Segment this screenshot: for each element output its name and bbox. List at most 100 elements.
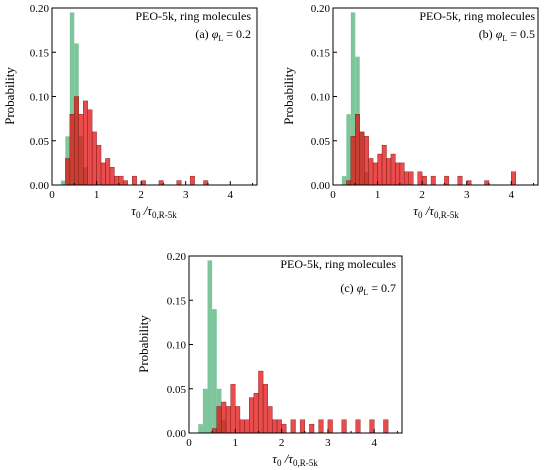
x-tick-label-c-0: 0	[186, 437, 192, 449]
histogram-bar-a-s0-0	[60, 180, 66, 185]
histogram-bar-b-s1-6	[372, 162, 378, 186]
histogram-bar-c-s1-4	[230, 384, 236, 434]
annotation-value-c: = 0.7	[368, 281, 396, 295]
y-tick-label-c-1: 0.05	[167, 384, 187, 396]
histogram-bar-c-s1-18	[309, 423, 315, 434]
x-axis-label-sep-c: /τ	[281, 451, 294, 466]
histogram-bar-c-s1-12	[267, 406, 273, 434]
x-tick-label-a-2: 2	[138, 189, 144, 201]
y-tick-label-c-0: 0.00	[167, 428, 187, 440]
histogram-bar-c-s1-8	[248, 397, 255, 434]
x-axis-label-main-a: τ	[131, 203, 137, 218]
histogram-bar-b-s1-1	[350, 136, 356, 186]
y-tick-label-b-0: 0.00	[311, 180, 331, 192]
annotation-symbol-c: φ	[357, 281, 364, 295]
x-axis-label-sep-a: /τ	[140, 203, 153, 218]
histogram-bar-a-s1-2	[74, 96, 79, 186]
annotation-phi-c: (c) φL = 0.7	[340, 281, 396, 297]
y-tick-label-a-4: 0.20	[30, 3, 50, 15]
histogram-bar-a-s1-8	[100, 162, 106, 186]
histogram-bar-c-s1-16	[290, 419, 296, 434]
bars-b	[341, 12, 516, 186]
x-axis-label-sub0-a: 0	[136, 210, 141, 220]
histogram-bar-a-s1-17	[176, 180, 182, 186]
histogram-bar-b-s0-2	[350, 12, 356, 186]
histogram-bar-c-s0-3	[212, 309, 217, 433]
y-tick-label-c-2: 0.10	[167, 340, 187, 352]
histogram-bar-a-s1-16	[158, 180, 164, 186]
histogram-bar-b-s1-13	[404, 171, 409, 186]
histogram-bar-b-s1-17	[430, 175, 436, 186]
histogram-bar-a-s1-4	[82, 100, 88, 186]
histogram-bar-a-s1-19	[203, 180, 209, 186]
histogram-bar-a-s1-13	[123, 180, 128, 186]
x-axis-label-c: τ0 /τ0,R-5k	[272, 451, 318, 468]
histogram-bar-c-s1-20	[327, 419, 333, 434]
x-tick-label-a-4: 4	[228, 189, 234, 201]
y-tick-label-b-2: 0.10	[311, 92, 331, 104]
histogram-bar-c-s1-19	[318, 419, 324, 434]
y-axis-label-a: Probability	[2, 67, 17, 125]
histogram-bar-c-s1-21	[341, 419, 347, 434]
histogram-bar-b-s1-0	[346, 180, 352, 186]
x-tick-label-c-1: 1	[233, 437, 239, 449]
panel-a: 0 1 2 3 4 0.00 0.05 0.10 0.15 0.20 PEO-5k, ring m…	[2, 3, 258, 220]
histogram-bar-b-s1-15	[417, 171, 423, 186]
annotation-subscript-c: L	[363, 288, 368, 297]
x-tick-label-b-1: 1	[375, 189, 381, 201]
x-axis-label-sub0-c: 0	[277, 458, 282, 468]
histogram-bar-b-s0-0	[341, 176, 347, 185]
x-axis-label-sub1-b: 0,R-5k	[434, 210, 459, 220]
histogram-bar-b-s1-12	[399, 162, 405, 186]
x-tick-label-b-4: 4	[509, 189, 515, 201]
histogram-bar-a-s1-7	[96, 144, 102, 186]
histogram-bar-b-s1-11	[395, 162, 401, 186]
annotation-subscript-b: L	[502, 34, 507, 43]
histogram-bar-a-s1-18	[189, 175, 195, 186]
histogram-bar-c-s0-0	[198, 424, 203, 433]
x-axis-label-sub1-a: 0,R-5k	[152, 210, 177, 220]
ticks-b: 0 1 2 3 4 0.00 0.05 0.10 0.15 0.20	[311, 3, 535, 201]
y-tick-label-b-1: 0.05	[311, 136, 331, 148]
x-axis-label-b: τ0 /τ0,R-5k	[413, 203, 459, 220]
histogram-bar-c-s1-5	[235, 406, 241, 434]
histogram-bar-b-s1-14	[408, 171, 414, 186]
histogram-bar-c-s1-11	[262, 384, 268, 434]
histogram-bar-b-s1-9	[386, 158, 392, 186]
y-tick-label-b-4: 0.20	[311, 3, 331, 15]
x-tick-label-b-3: 3	[464, 189, 470, 201]
annotation-symbol-b: φ	[496, 27, 503, 41]
histogram-bar-c-s0-1	[202, 388, 208, 433]
y-tick-label-a-3: 0.15	[30, 47, 50, 59]
panel-c: 0 1 2 3 4 0.00 0.05 0.10 0.15 0.20 PEO-5k, ring m…	[136, 251, 403, 468]
y-tick-label-b-3: 0.15	[311, 47, 331, 59]
histogram-bar-a-s1-1	[69, 113, 75, 186]
x-axis-label-a: τ0 /τ0,R-5k	[131, 203, 177, 220]
histogram-bar-b-s0-1	[346, 114, 351, 185]
x-tick-label-b-2: 2	[419, 189, 425, 201]
x-axis-label-main-c: τ	[272, 451, 278, 466]
histogram-bar-b-s1-19	[457, 175, 463, 186]
histogram-bar-c-s1-10	[258, 370, 264, 434]
histogram-bar-a-s1-0	[65, 158, 71, 186]
annotation-symbol-a: φ	[212, 27, 219, 41]
histogram-bar-b-s1-21	[484, 180, 490, 186]
histogram-bar-c-s1-2	[221, 401, 227, 434]
annotation-label-c: (c)	[340, 281, 356, 295]
histogram-bar-a-s0-2	[69, 12, 75, 186]
histogram-bar-c-s1-22	[355, 419, 361, 434]
histogram-bar-b-s1-7	[377, 153, 383, 186]
histogram-bar-a-s1-11	[114, 175, 120, 186]
y-axis-label-b: Probability	[281, 67, 296, 125]
histogram-bar-b-s1-8	[381, 144, 387, 186]
y-tick-label-c-3: 0.15	[167, 295, 187, 307]
histogram-bar-b-s1-4	[364, 136, 369, 186]
histogram-bar-c-s0-2	[207, 260, 213, 433]
x-tick-label-a-0: 0	[49, 189, 55, 201]
annotation-subscript-a: L	[218, 34, 223, 43]
histogram-bar-c-s1-15	[281, 423, 287, 434]
histogram-bar-c-s1-7	[244, 419, 250, 434]
y-tick-label-a-1: 0.05	[30, 136, 50, 148]
y-tick-label-c-4: 0.20	[167, 251, 187, 263]
